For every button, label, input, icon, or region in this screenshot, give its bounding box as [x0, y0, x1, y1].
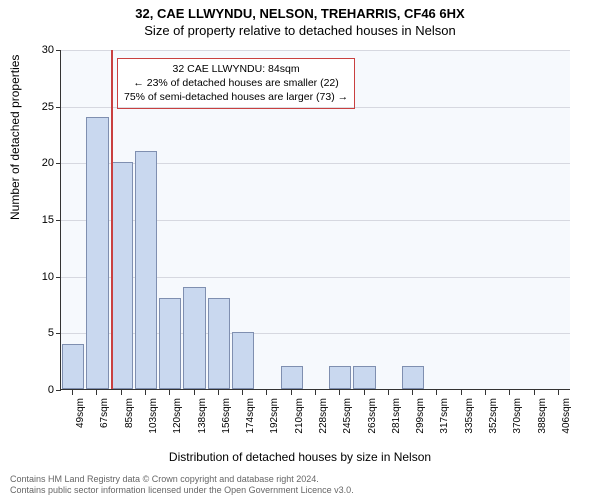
x-tick-mark	[242, 390, 243, 395]
x-tick-label: 335sqm	[464, 398, 475, 434]
histogram-bar	[183, 287, 205, 389]
histogram-bar	[353, 366, 375, 389]
histogram-bar	[62, 344, 84, 389]
y-tick-label: 0	[24, 384, 54, 396]
y-tick-label: 5	[24, 327, 54, 339]
annotation-larger: 75% of semi-detached houses are larger (…	[124, 90, 348, 104]
x-tick-mark	[315, 390, 316, 395]
y-axis-label: Number of detached properties	[8, 55, 22, 220]
x-tick-label: 138sqm	[197, 398, 208, 434]
x-tick-mark	[412, 390, 413, 395]
histogram-bar	[135, 151, 157, 389]
y-tick-mark	[56, 333, 61, 334]
x-tick-label: 85sqm	[124, 398, 135, 428]
x-tick-mark	[485, 390, 486, 395]
chart-container: 32, CAE LLWYNDU, NELSON, TREHARRIS, CF46…	[0, 0, 600, 500]
y-tick-mark	[56, 107, 61, 108]
y-tick-mark	[56, 50, 61, 51]
x-tick-label: 281sqm	[391, 398, 402, 434]
x-tick-mark	[121, 390, 122, 395]
title-subtitle: Size of property relative to detached ho…	[0, 23, 600, 38]
x-tick-mark	[145, 390, 146, 395]
x-tick-label: 228sqm	[318, 398, 329, 434]
x-tick-label: 67sqm	[99, 398, 110, 428]
y-tick-label: 15	[24, 214, 54, 226]
x-tick-label: 406sqm	[561, 398, 572, 434]
histogram-bar	[232, 332, 254, 389]
x-tick-label: 156sqm	[221, 398, 232, 434]
title-block: 32, CAE LLWYNDU, NELSON, TREHARRIS, CF46…	[0, 0, 600, 38]
x-tick-label: 245sqm	[342, 398, 353, 434]
x-tick-label: 352sqm	[488, 398, 499, 434]
histogram-bar	[208, 298, 230, 389]
grid-line	[61, 50, 570, 51]
y-tick-label: 30	[24, 44, 54, 56]
x-tick-label: 103sqm	[148, 398, 159, 434]
histogram-bar	[402, 366, 424, 389]
y-tick-label: 20	[24, 157, 54, 169]
title-address: 32, CAE LLWYNDU, NELSON, TREHARRIS, CF46…	[0, 6, 600, 21]
x-tick-label: 210sqm	[294, 398, 305, 434]
histogram-bar	[281, 366, 303, 389]
x-tick-mark	[169, 390, 170, 395]
histogram-bar	[86, 117, 108, 389]
x-tick-mark	[291, 390, 292, 395]
footer: Contains HM Land Registry data © Crown c…	[10, 474, 354, 496]
chart-area: 32 CAE LLWYNDU: 84sqm ← 23% of detached …	[60, 50, 570, 420]
x-tick-mark	[436, 390, 437, 395]
grid-line	[61, 107, 570, 108]
y-tick-label: 25	[24, 101, 54, 113]
x-tick-mark	[388, 390, 389, 395]
x-tick-mark	[194, 390, 195, 395]
x-tick-mark	[72, 390, 73, 395]
x-tick-mark	[339, 390, 340, 395]
x-tick-label: 388sqm	[537, 398, 548, 434]
x-tick-mark	[218, 390, 219, 395]
x-tick-mark	[461, 390, 462, 395]
y-tick-mark	[56, 390, 61, 391]
footer-line1: Contains HM Land Registry data © Crown c…	[10, 474, 354, 485]
x-tick-mark	[534, 390, 535, 395]
y-tick-label: 10	[24, 271, 54, 283]
x-tick-label: 49sqm	[75, 398, 86, 428]
annotation-smaller: ← 23% of detached houses are smaller (22…	[124, 76, 348, 90]
x-tick-label: 370sqm	[512, 398, 523, 434]
y-tick-mark	[56, 220, 61, 221]
x-tick-label: 120sqm	[172, 398, 183, 434]
x-tick-label: 192sqm	[269, 398, 280, 434]
plot-region: 32 CAE LLWYNDU: 84sqm ← 23% of detached …	[60, 50, 570, 390]
footer-line2: Contains public sector information licen…	[10, 485, 354, 496]
histogram-bar	[111, 162, 133, 389]
x-tick-mark	[509, 390, 510, 395]
annotation-box: 32 CAE LLWYNDU: 84sqm ← 23% of detached …	[117, 58, 355, 109]
x-tick-label: 299sqm	[415, 398, 426, 434]
x-tick-mark	[364, 390, 365, 395]
property-marker-line	[111, 50, 113, 389]
histogram-bar	[159, 298, 181, 389]
x-axis-label: Distribution of detached houses by size …	[0, 450, 600, 464]
x-tick-mark	[266, 390, 267, 395]
y-tick-mark	[56, 277, 61, 278]
x-tick-label: 317sqm	[439, 398, 450, 434]
x-tick-label: 263sqm	[367, 398, 378, 434]
y-tick-mark	[56, 163, 61, 164]
x-tick-mark	[96, 390, 97, 395]
x-tick-label: 174sqm	[245, 398, 256, 434]
histogram-bar	[329, 366, 351, 389]
x-tick-mark	[558, 390, 559, 395]
annotation-property: 32 CAE LLWYNDU: 84sqm	[124, 62, 348, 76]
